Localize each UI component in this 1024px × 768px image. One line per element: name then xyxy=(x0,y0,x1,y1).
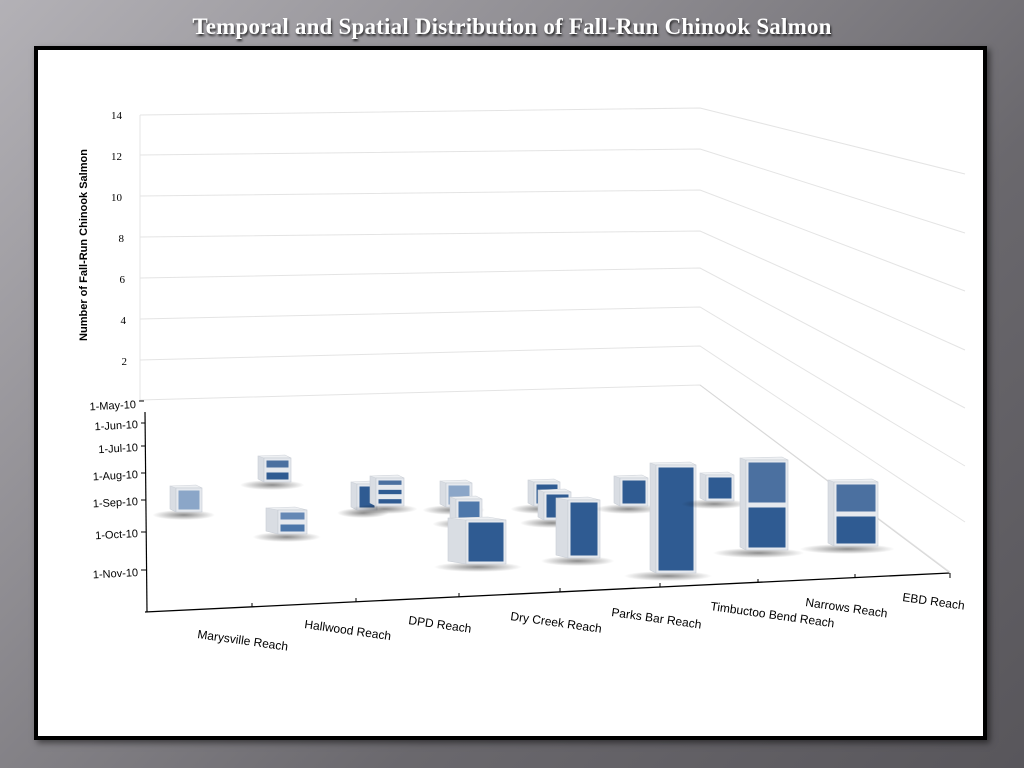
category-label: Parks Bar Reach xyxy=(611,605,703,631)
data-column xyxy=(595,474,662,514)
date-tick-aug: 1-Aug-10 xyxy=(92,469,138,483)
y-tick-14: 14 xyxy=(111,110,123,122)
y-tick-2: 2 xyxy=(122,356,128,368)
data-column xyxy=(434,516,522,572)
y-tick-8: 8 xyxy=(119,233,125,245)
data-column xyxy=(351,474,418,514)
category-label: Marysville Reach xyxy=(197,627,289,654)
data-column xyxy=(252,506,321,542)
date-tick-jul: 1-Jul-10 xyxy=(98,442,138,456)
date-axis: 1-May-10 1-Jun-10 1-Jul-10 1-Aug-10 1-Se… xyxy=(89,399,148,613)
data-columns xyxy=(152,454,895,581)
chart-canvas xyxy=(38,50,983,736)
date-tick-nov: 1-Nov-10 xyxy=(93,567,139,581)
chart-frame xyxy=(34,46,987,740)
y-tick-6: 6 xyxy=(120,274,126,286)
y-tick-4: 4 xyxy=(121,315,127,327)
date-tick-jun: 1-Jun-10 xyxy=(94,419,138,433)
category-label: Hallwood Reach xyxy=(304,617,392,643)
category-label: EBD Reach xyxy=(902,590,966,613)
date-tick-sep: 1-Sep-10 xyxy=(92,496,138,510)
data-column xyxy=(152,484,216,520)
date-tick-may: 1-May-10 xyxy=(89,399,136,413)
data-column xyxy=(681,471,748,509)
y-tick-12: 12 xyxy=(111,151,122,163)
slide-title: Temporal and Spatial Distribution of Fal… xyxy=(192,14,832,39)
category-label: DPD Reach xyxy=(408,613,473,636)
y-axis-title: Number of Fall-Run Chinook Salmon xyxy=(78,149,90,341)
floor-edge xyxy=(699,384,951,574)
data-column xyxy=(712,456,805,558)
data-column xyxy=(540,496,615,566)
y-tick-10: 10 xyxy=(111,192,123,204)
data-column xyxy=(239,454,305,490)
value-axis: 14 12 10 8 6 4 2 Number of Fall-Run Chin… xyxy=(78,110,127,368)
category-axis: Marysville Reach Hallwood Reach DPD Reac… xyxy=(144,572,966,654)
data-column xyxy=(624,461,712,581)
date-tick-oct: 1-Oct-10 xyxy=(95,528,138,542)
data-column xyxy=(799,478,895,554)
category-label: Dry Creek Reach xyxy=(510,609,603,636)
